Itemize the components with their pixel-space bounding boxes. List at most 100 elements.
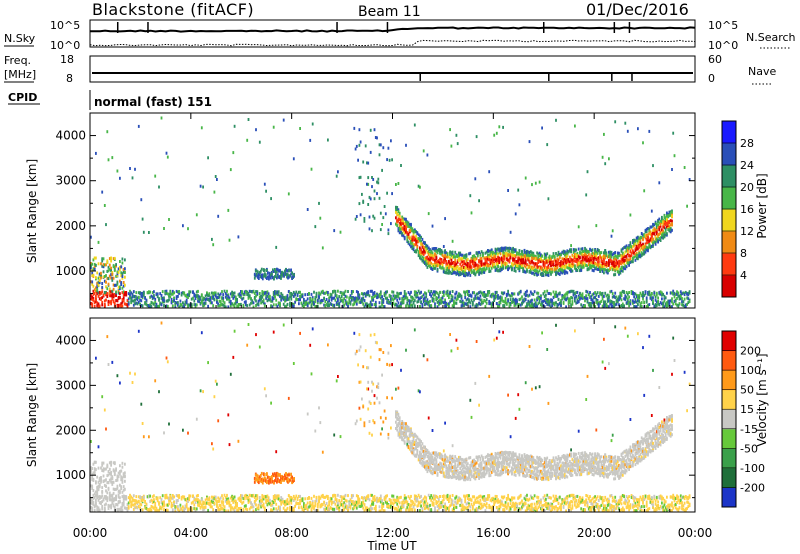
power-cell bbox=[440, 259, 443, 263]
power-cell bbox=[250, 297, 252, 301]
power-cell bbox=[381, 295, 383, 299]
power-cell bbox=[505, 265, 508, 269]
power-cell bbox=[516, 300, 518, 304]
power-cell bbox=[371, 303, 373, 307]
power-cell bbox=[426, 250, 429, 254]
power-cell bbox=[158, 305, 160, 308]
power-cell bbox=[533, 263, 536, 267]
power-cell bbox=[662, 222, 664, 226]
power-cell bbox=[179, 303, 182, 307]
power-cell bbox=[116, 280, 119, 284]
power-cell bbox=[464, 302, 467, 306]
velocity-cell bbox=[116, 478, 119, 482]
power-cell bbox=[633, 300, 635, 304]
power-cell bbox=[427, 246, 430, 250]
power-cell bbox=[513, 266, 516, 270]
power-cell bbox=[478, 264, 480, 268]
power-cell bbox=[332, 290, 334, 294]
power-cell bbox=[320, 290, 323, 294]
velocity-cell bbox=[125, 495, 128, 499]
power-cell bbox=[511, 248, 513, 252]
power-cell bbox=[679, 294, 682, 298]
power-cell bbox=[533, 269, 536, 273]
power-cell bbox=[137, 296, 140, 300]
power-cell bbox=[453, 305, 455, 309]
power-cell bbox=[107, 265, 110, 269]
power-cell bbox=[410, 224, 412, 228]
power-cell bbox=[410, 241, 412, 245]
power-cell bbox=[455, 254, 458, 258]
power-cell bbox=[262, 293, 265, 297]
power-cell bbox=[654, 221, 657, 225]
power-cell bbox=[368, 215, 371, 219]
power-cell bbox=[537, 252, 540, 256]
power-cell bbox=[117, 270, 120, 274]
power-cell bbox=[260, 297, 262, 301]
power-cell bbox=[209, 301, 212, 305]
power-cell bbox=[625, 249, 628, 253]
power-cell bbox=[460, 265, 463, 269]
power-cell bbox=[137, 300, 140, 304]
power-cell bbox=[303, 300, 305, 304]
power-cell bbox=[618, 270, 620, 274]
power-cell bbox=[169, 290, 172, 294]
power-cell bbox=[643, 233, 646, 237]
power-cell bbox=[366, 293, 368, 297]
power-cell bbox=[458, 292, 460, 296]
power-cell bbox=[599, 291, 601, 295]
power-cell bbox=[449, 264, 451, 268]
power-cell bbox=[98, 290, 101, 294]
power-cell bbox=[328, 299, 330, 303]
power-cell bbox=[592, 292, 595, 296]
power-cell bbox=[471, 270, 474, 274]
power-cell bbox=[459, 299, 462, 303]
velocity-cell bbox=[112, 491, 115, 495]
velocity-cell bbox=[106, 474, 109, 478]
power-cell bbox=[444, 300, 446, 304]
power-cell bbox=[282, 118, 285, 122]
power-cell bbox=[305, 302, 308, 306]
power-cell bbox=[97, 262, 100, 266]
velocity-cell bbox=[121, 490, 124, 494]
power-cell bbox=[282, 297, 285, 301]
power-cell bbox=[586, 267, 589, 271]
velocity-cell bbox=[108, 467, 111, 471]
power-cell bbox=[276, 270, 278, 273]
power-colorbar-swatch bbox=[722, 187, 736, 210]
power-cell bbox=[608, 262, 610, 265]
power-cell bbox=[119, 296, 121, 300]
power-cell bbox=[494, 249, 497, 253]
power-cell bbox=[300, 295, 303, 299]
velocity-cell bbox=[110, 503, 112, 507]
power-cell bbox=[158, 297, 160, 301]
power-cell bbox=[439, 248, 441, 252]
power-cell bbox=[626, 252, 629, 256]
power-cell bbox=[405, 226, 407, 229]
power-cell bbox=[216, 300, 218, 304]
power-cell bbox=[669, 211, 672, 215]
power-cell bbox=[446, 266, 449, 270]
power-cell bbox=[590, 264, 593, 268]
power-cell bbox=[611, 300, 614, 304]
velocity-cell bbox=[93, 492, 96, 496]
power-cell bbox=[521, 255, 523, 259]
power-cell bbox=[110, 294, 112, 298]
power-cell bbox=[369, 289, 372, 293]
power-cell bbox=[216, 178, 218, 181]
power-cell bbox=[263, 302, 266, 306]
power-cell bbox=[265, 294, 267, 298]
power-cell bbox=[669, 230, 672, 234]
power-cell bbox=[111, 272, 114, 276]
power-cell bbox=[421, 294, 424, 298]
power-cell bbox=[247, 294, 250, 298]
power-cell bbox=[552, 296, 555, 299]
power-cell bbox=[136, 302, 139, 306]
power-cell bbox=[271, 305, 274, 309]
power-cell bbox=[243, 300, 246, 304]
power-cell bbox=[603, 254, 605, 258]
power-cell bbox=[474, 294, 477, 298]
power-cell bbox=[450, 271, 453, 275]
velocity-cell bbox=[101, 504, 104, 508]
power-cell bbox=[461, 271, 464, 275]
